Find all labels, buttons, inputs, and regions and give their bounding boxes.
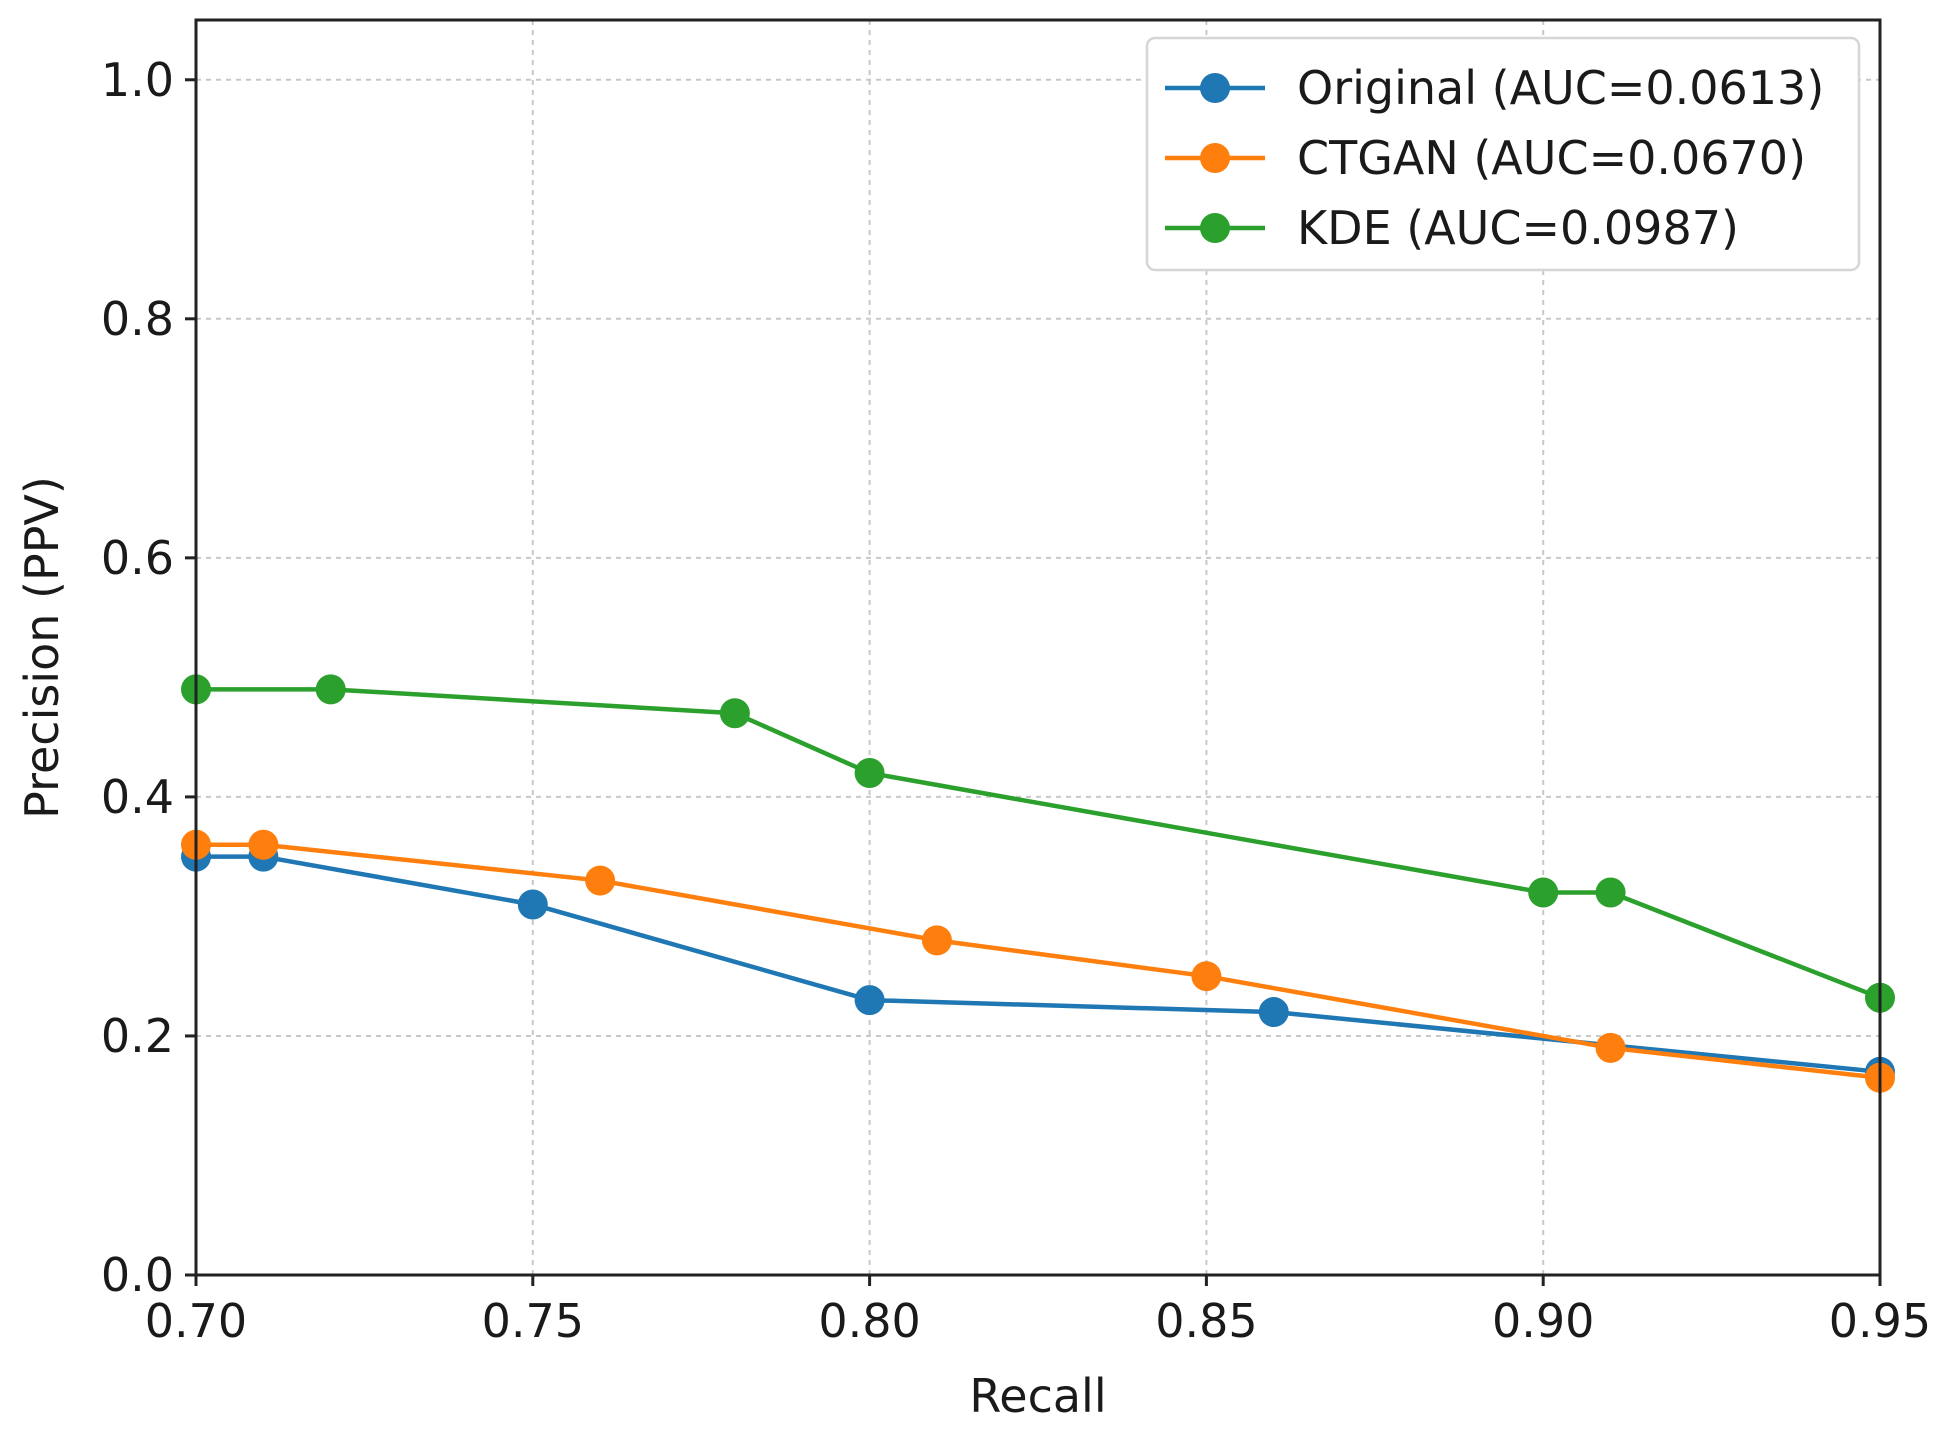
legend-marker xyxy=(1200,143,1230,173)
legend-label: KDE (AUC=0.0987) xyxy=(1297,201,1739,255)
x-tick-label: 0.95 xyxy=(1829,1294,1931,1348)
series-line xyxy=(196,687,1881,1000)
y-tick-label: 0.6 xyxy=(101,531,174,585)
series-layer xyxy=(181,674,1895,1093)
y-tick-label: 1.0 xyxy=(101,53,174,107)
series-line xyxy=(196,854,1881,1075)
y-tick-label: 0.2 xyxy=(101,1009,174,1063)
legend-marker xyxy=(1200,73,1230,103)
x-tick-label: 0.90 xyxy=(1492,1294,1594,1348)
legend-label: Original (AUC=0.0613) xyxy=(1297,61,1824,115)
axes-frame xyxy=(194,18,1882,1277)
y-axis-title: Precision (PPV) xyxy=(15,476,69,819)
grid xyxy=(196,20,1880,1275)
legend-item: KDE (AUC=0.0987) xyxy=(1165,201,1739,255)
data-point xyxy=(854,985,885,1016)
data-point xyxy=(1595,1032,1626,1063)
x-tick-label: 0.80 xyxy=(818,1294,920,1348)
data-point xyxy=(921,925,952,956)
legend-label: CTGAN (AUC=0.0670) xyxy=(1297,131,1806,185)
data-point xyxy=(248,829,279,860)
legend-box xyxy=(1145,36,1861,272)
data-point xyxy=(1191,961,1222,992)
y-tick-label: 0.4 xyxy=(101,770,174,824)
legend-item: CTGAN (AUC=0.0670) xyxy=(1165,131,1806,185)
data-point xyxy=(854,758,885,788)
data-point xyxy=(585,865,616,896)
legend-item: Original (AUC=0.0613) xyxy=(1165,61,1824,115)
data-point xyxy=(1528,877,1559,908)
series-2 xyxy=(181,674,1895,1013)
x-tick-label: 0.85 xyxy=(1155,1294,1257,1348)
series-1 xyxy=(181,829,1895,1093)
data-point xyxy=(1595,877,1626,908)
ticks: 0.70 0.75 0.80 0.85 0.90 0.95 0.0 0.2 0.4 0.6 0.8 1… xyxy=(101,53,1931,1348)
legend: Original (AUC=0.0613) CTGAN (AUC=0.0670) K… xyxy=(1145,36,1861,272)
y-tick-label: 0.8 xyxy=(101,292,174,346)
x-axis-title: Recall xyxy=(969,1369,1106,1423)
y-tick-label: 0.0 xyxy=(101,1248,174,1302)
data-point xyxy=(315,674,346,705)
data-point xyxy=(1258,997,1289,1028)
legend-marker xyxy=(1200,213,1230,243)
x-tick-label: 0.70 xyxy=(145,1294,247,1348)
data-point xyxy=(517,889,548,920)
data-point xyxy=(719,698,750,729)
x-tick-label: 0.75 xyxy=(482,1294,584,1348)
series-line xyxy=(196,842,1881,1081)
series-0 xyxy=(181,841,1895,1087)
